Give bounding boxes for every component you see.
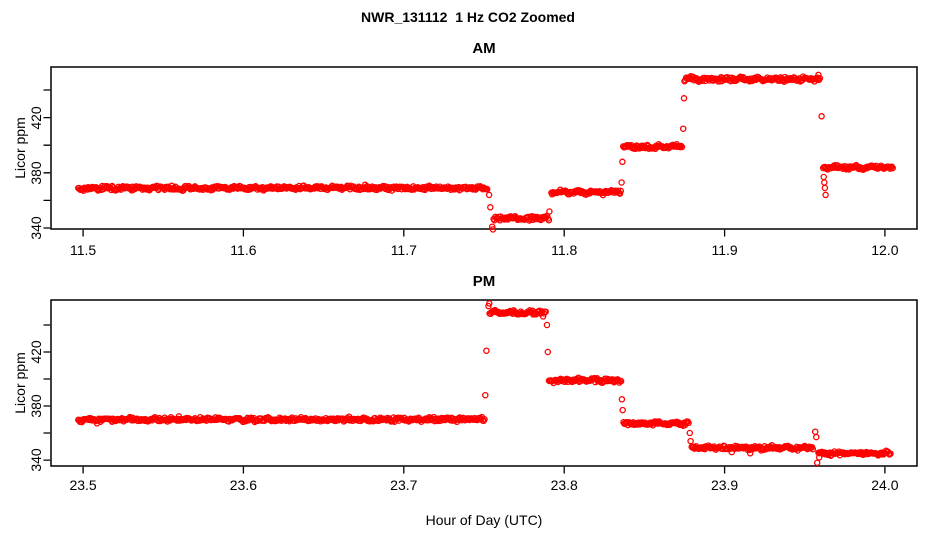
data-point [481,416,488,423]
data-points [75,300,894,467]
data-point [746,450,754,457]
x-tick-label: 12.0 [871,242,899,258]
data-point [815,71,822,79]
data-point [809,445,817,453]
data-point [680,95,688,102]
plot-box [50,299,918,467]
data-point [815,454,823,461]
data-point [617,187,625,195]
pm-panel-title: PM [472,273,496,290]
data-point [687,437,694,445]
data-point [543,321,551,329]
x-tick-label: 23.5 [69,477,97,493]
data-point [821,179,828,186]
data-point [816,74,824,82]
am-y-axis-label: Licor ppm [12,117,28,179]
data-point [545,216,553,224]
x-tick-label: 11.6 [230,242,257,258]
x-tick-label: 11.5 [69,242,97,258]
data-point [489,226,497,233]
plot-box [50,66,918,230]
data-point [546,208,553,215]
main-title: NWR_131112 1 Hz CO2 Zoomed [361,9,575,25]
data-point [887,450,894,457]
data-point [485,191,493,199]
y-tick-label: 420 [28,105,44,130]
axis-tick-marks [43,324,886,474]
y-tick-label: 380 [28,161,44,185]
data-point [617,377,625,385]
y-tick-label: 340 [28,216,44,240]
data-point [618,396,626,403]
x-tick-label: 23.7 [390,477,418,493]
data-point [678,143,686,151]
data-point [679,125,687,132]
data-point [482,391,489,399]
am-panel [43,66,918,237]
data-point [483,185,491,193]
x-tick-label: 23.6 [229,477,258,493]
x-tick-label: 11.8 [551,242,578,258]
y-tick-label: 340 [28,448,44,472]
data-point [542,308,549,315]
data-point [686,429,694,437]
data-point [889,164,896,172]
data-point [619,158,626,166]
x-tick-label: 11.7 [390,242,417,258]
x-tick-label: 23.8 [550,477,578,493]
data-point [811,428,819,435]
x-tick-label: 11.9 [711,242,738,258]
data-point [619,406,626,414]
data-point [813,433,820,441]
data-point [685,419,692,427]
axis-tick-marks [43,89,886,237]
x-tick-label: 23.9 [710,477,739,493]
data-point [487,204,494,211]
x-axis-label: Hour of Day (UTC) [425,512,543,528]
data-point [486,300,493,307]
pm-panel [43,299,918,474]
data-point [677,142,685,150]
data-point [813,459,821,467]
data-point [618,179,625,186]
x-tick-label: 24.0 [871,477,899,493]
data-point [820,173,827,181]
data-points [75,71,896,233]
y-tick-label: 380 [28,394,44,418]
data-point [544,348,552,356]
data-point [818,113,825,120]
am-panel-title: AM [472,40,496,57]
y-tick-label: 420 [28,340,44,364]
pm-y-axis-label: Licor ppm [12,352,28,414]
data-point [822,191,829,199]
data-point [483,347,490,354]
data-point [821,184,829,192]
